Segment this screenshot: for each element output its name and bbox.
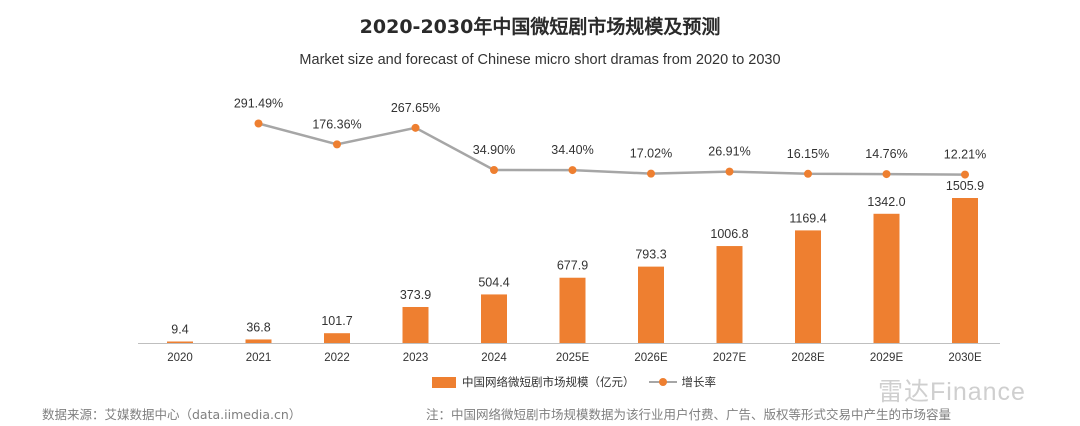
growth-point-2023 [411, 123, 420, 132]
growth-label-2028E: 16.15% [787, 147, 829, 161]
source-note: 数据来源：艾媒数据中心（data.iimedia.cn） [42, 407, 302, 422]
growth-label-2029E: 14.76% [865, 147, 907, 161]
bar-value-label-2027E: 1006.8 [710, 227, 748, 241]
growth-point-2030E [961, 170, 969, 179]
legend-line-swatch [648, 376, 677, 388]
footnote: 注：中国网络微短剧市场规模数据为该行业用户付费、广告、版权等形式交易中产生的市场… [426, 407, 952, 422]
growth-point-2025E [568, 166, 577, 175]
bar-2028E [795, 230, 821, 343]
bar-2023 [402, 306, 429, 343]
x-tick-label-2027E: 2027E [713, 352, 747, 364]
legend-bar-swatch [432, 376, 456, 388]
growth-label-2026E: 17.02% [630, 147, 672, 161]
legend-line-label: 增长率 [681, 375, 717, 389]
legend-bar-label: 中国网络微短剧市场规模（亿元） [462, 375, 635, 389]
bar-value-label-2030E: 1505.9 [946, 179, 984, 193]
growth-point-2022 [333, 140, 341, 149]
bar-value-label-2028E: 1169.4 [789, 211, 826, 225]
bar-2029E [873, 213, 900, 343]
growth-point-2028E [804, 169, 812, 178]
x-tick-label-2025E: 2025E [556, 352, 590, 364]
bar-value-label-2021: 36.8 [246, 320, 270, 334]
growth-label-2023: 267.65% [391, 101, 440, 115]
bars-layer [167, 198, 978, 343]
growth-point-2026E [647, 169, 655, 178]
x-tick-label-2022: 2022 [324, 352, 350, 364]
chart-title: 2020-2030年中国微短剧市场规模及预测 [359, 16, 721, 38]
bar-2025E [559, 277, 586, 343]
growth-label-2022: 176.36% [312, 117, 361, 131]
bar-value-label-2025E: 677.9 [557, 259, 588, 273]
x-tick-label-2028E: 2028E [791, 352, 825, 364]
bar-2021 [245, 339, 272, 343]
bar-value-label-2020: 9.4 [171, 323, 188, 337]
bar-value-label-2023: 373.9 [400, 288, 431, 302]
bar-2026E [638, 266, 664, 343]
legend: 中国网络微短剧市场规模（亿元） 增长率 [432, 374, 716, 390]
x-tick-label-2024: 2024 [481, 352, 507, 364]
growth-point-2027E [725, 167, 734, 176]
bar-2024 [481, 294, 507, 343]
bar-value-label-2026E: 793.3 [635, 248, 666, 262]
watermark-text: 雷达Finance [878, 378, 1026, 406]
bar-2022 [324, 333, 350, 343]
x-tick-label-2023: 2023 [403, 352, 429, 364]
x-tick-label-2020: 2020 [167, 352, 193, 364]
growth-point-2024 [490, 166, 498, 174]
growth-label-2025E: 34.40% [551, 143, 593, 157]
bar-value-label-2024: 504.4 [478, 275, 509, 289]
bar-value-label-2029E: 1342.0 [867, 195, 905, 209]
bar-2027E [716, 246, 743, 343]
labels-layer: 9.4 2020 36.8 2021 101.7 2022 373.9 2023 504.4 20… [167, 97, 986, 365]
bar-2020 [167, 341, 193, 343]
growth-point-2021 [254, 119, 263, 128]
growth-point-2029E [882, 170, 891, 179]
chart-subtitle: Market size and forecast of Chinese micr… [299, 52, 781, 68]
bar-value-label-2022: 101.7 [321, 314, 352, 328]
growth-label-2030E: 12.21% [944, 148, 986, 162]
growth-label-2024: 34.90% [473, 143, 515, 157]
bar-2030E [952, 198, 978, 343]
x-tick-label-2030E: 2030E [948, 352, 982, 364]
x-tick-label-2029E: 2029E [870, 352, 904, 364]
growth-label-2027E: 26.91% [708, 145, 750, 159]
x-tick-label-2021: 2021 [246, 352, 272, 364]
growth-rate-line [258, 122, 966, 176]
growth-label-2021: 291.49% [234, 97, 283, 111]
growth-line-layer [254, 119, 969, 179]
x-tick-label-2026E: 2026E [634, 352, 668, 364]
